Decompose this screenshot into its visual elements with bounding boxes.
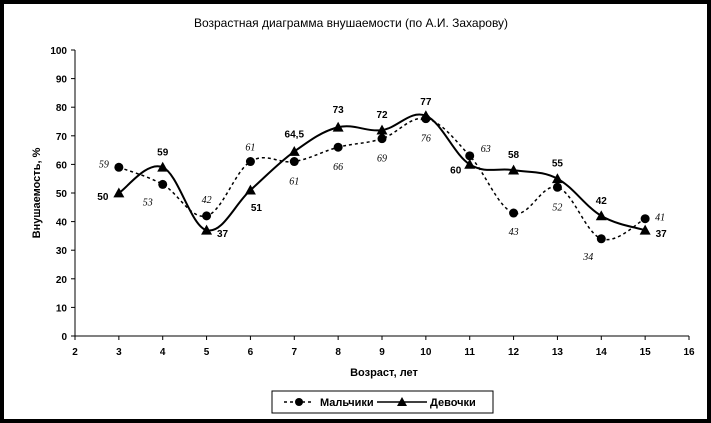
chart-frame: Возрастная диаграмма внушаемости (по А.И… [4, 4, 707, 419]
x-axis-ticks: 2 3 4 5 6 7 8 9 10 11 12 13 14 15 16 [72, 336, 695, 358]
marker-girls [288, 146, 300, 156]
marker-girls [201, 224, 213, 235]
x-tick-label: 5 [204, 347, 210, 358]
marker-girls [113, 187, 125, 198]
axes [74, 50, 689, 337]
legend-girls-marker [397, 397, 407, 406]
y-axis-label: Внушаемость, % [31, 147, 43, 238]
marker-girls [508, 164, 520, 175]
marker-boys [640, 214, 650, 224]
data-label-boys: 42 [202, 195, 212, 206]
x-tick-label: 15 [640, 347, 652, 358]
y-axis-ticks: 0 10 20 30 40 50 60 70 80 90 100 [50, 46, 75, 343]
y-tick-label: 70 [56, 132, 68, 143]
marker-girls [464, 158, 476, 169]
marker-girls [157, 161, 169, 172]
x-axis-label: Возраст, лет [350, 367, 418, 379]
data-label-boys: 41 [655, 213, 665, 224]
series-layer [113, 110, 651, 244]
x-tick-label: 2 [72, 347, 78, 358]
chart-svg: Возрастная диаграмма внушаемости (по А.И… [31, 16, 695, 414]
data-label-girls: 37 [217, 229, 229, 240]
data-label-boys: 63 [481, 144, 491, 155]
data-label-boys: 59 [99, 159, 109, 170]
marker-boys [596, 234, 606, 244]
data-label-boys: 53 [143, 197, 153, 208]
marker-girls [595, 210, 607, 221]
x-tick-label: 11 [464, 347, 475, 358]
y-tick-label: 0 [61, 332, 67, 343]
data-label-boys: 52 [552, 202, 562, 213]
data-label-girls: 55 [552, 159, 564, 170]
data-label-boys: 61 [245, 143, 255, 154]
x-tick-label: 14 [596, 347, 608, 358]
marker-boys [552, 182, 562, 192]
marker-boys [289, 157, 299, 167]
data-label-girls: 37 [656, 229, 668, 240]
marker-boys [114, 162, 124, 172]
y-tick-label: 40 [56, 218, 68, 229]
data-label-girls: 60 [450, 165, 462, 176]
legend: Мальчики Девочки [271, 390, 494, 414]
marker-girls [551, 173, 563, 184]
y-tick-label: 80 [56, 103, 68, 114]
marker-girls [639, 224, 651, 235]
marker-girls [376, 124, 388, 135]
legend-boys-marker [295, 398, 303, 406]
marker-boys [509, 208, 519, 218]
x-tick-label: 16 [683, 347, 695, 358]
marker-boys [377, 134, 387, 144]
data-label-boys: 69 [377, 154, 387, 165]
data-label-girls: 72 [376, 110, 388, 121]
legend-boys-label: Мальчики [320, 397, 374, 409]
x-tick-label: 6 [248, 347, 254, 358]
y-tick-label: 60 [56, 160, 68, 171]
data-label-boys: 76 [421, 134, 431, 145]
y-tick-label: 10 [56, 303, 68, 314]
data-label-girls: 77 [420, 97, 432, 108]
legend-girls-label: Девочки [430, 397, 476, 409]
marker-boys [158, 179, 168, 189]
data-labels-layer: 59 53 42 61 61 66 69 76 63 43 52 34 41 50 59 37 51 64,5 73… [97, 97, 667, 263]
marker-girls [332, 121, 344, 132]
y-tick-label: 30 [56, 246, 68, 257]
data-label-girls: 73 [333, 105, 345, 116]
y-tick-label: 100 [50, 46, 67, 57]
data-label-girls: 50 [97, 192, 109, 203]
chart-title: Возрастная диаграмма внушаемости (по А.И… [194, 16, 508, 30]
y-tick-label: 50 [56, 189, 68, 200]
marker-boys [245, 157, 255, 167]
x-tick-label: 12 [508, 347, 520, 358]
data-label-boys: 66 [333, 162, 343, 173]
marker-boys [333, 142, 343, 152]
data-label-boys: 34 [582, 252, 593, 263]
marker-girls [420, 110, 432, 121]
data-label-girls: 58 [508, 150, 520, 161]
x-tick-label: 4 [160, 347, 166, 358]
x-tick-label: 8 [335, 347, 341, 358]
marker-boys [202, 211, 212, 221]
marker-boys [465, 151, 475, 161]
x-tick-label: 3 [116, 347, 122, 358]
data-label-boys: 61 [289, 177, 299, 188]
data-label-boys: 43 [509, 227, 519, 238]
y-tick-label: 90 [56, 75, 68, 86]
y-tick-label: 20 [56, 275, 68, 286]
data-label-girls: 42 [596, 196, 608, 207]
data-label-girls: 64,5 [285, 130, 305, 141]
data-label-girls: 51 [251, 203, 263, 214]
marker-girls [244, 184, 256, 195]
x-tick-label: 13 [552, 347, 564, 358]
x-tick-label: 9 [379, 347, 385, 358]
x-tick-label: 10 [420, 347, 432, 358]
data-label-girls: 59 [157, 147, 169, 158]
x-tick-label: 7 [292, 347, 298, 358]
